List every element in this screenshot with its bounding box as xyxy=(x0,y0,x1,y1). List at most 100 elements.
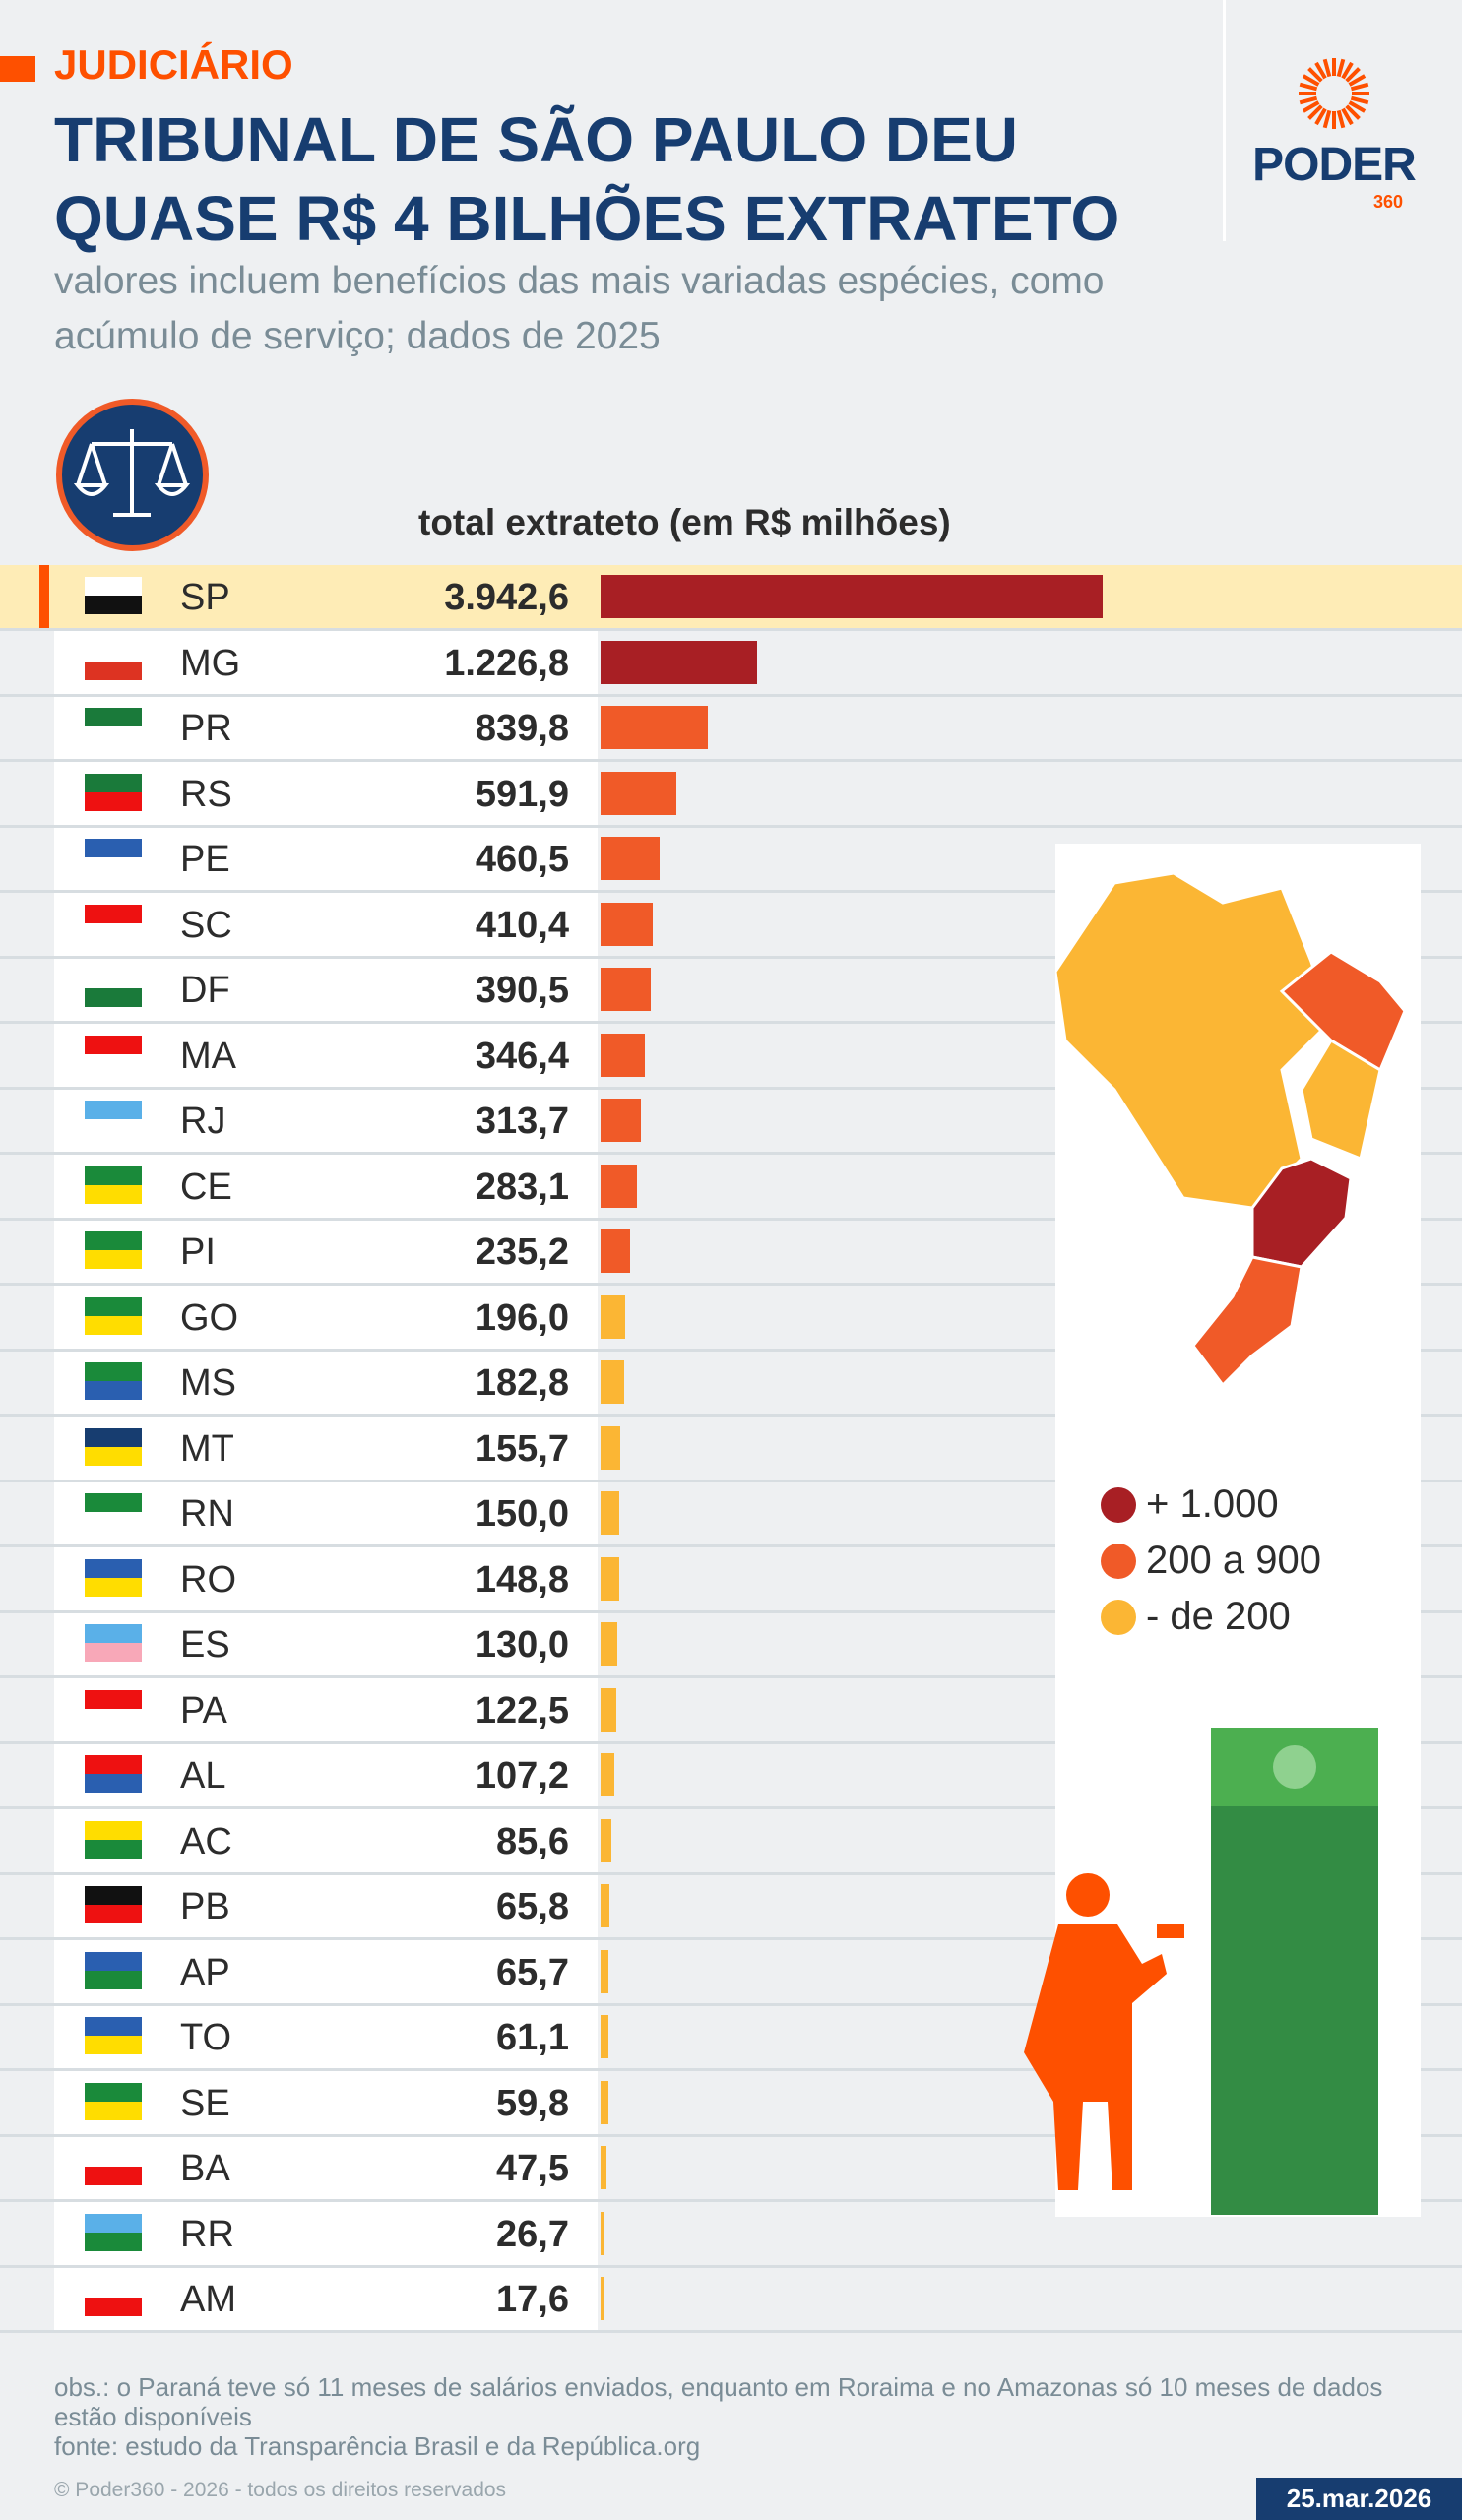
flag-icon xyxy=(85,773,142,811)
bar xyxy=(601,837,660,880)
table-row: AM 17,6 xyxy=(0,2267,1462,2333)
state-code: RJ xyxy=(180,1101,226,1142)
flag-icon xyxy=(85,577,142,614)
table-row: CE 283,1 xyxy=(0,1155,1462,1221)
state-code: RS xyxy=(180,773,232,815)
table-row: PB 65,8 xyxy=(0,1874,1462,1940)
bar xyxy=(601,1229,631,1273)
state-code: PE xyxy=(180,839,230,880)
data-label: 235,2 xyxy=(475,1231,569,1273)
footer-source: fonte: estudo da Transparência Brasil e … xyxy=(54,2431,701,2461)
data-label: 1.226,8 xyxy=(444,642,569,684)
flag-icon xyxy=(85,1624,142,1662)
flag-icon xyxy=(85,1231,142,1269)
bar xyxy=(601,706,708,749)
table-row: RN 150,0 xyxy=(0,1481,1462,1547)
section-tag: JUDICIÁRIO xyxy=(54,41,293,88)
table-row: ES 130,0 xyxy=(0,1612,1462,1678)
flag-icon xyxy=(85,839,142,876)
flag-icon xyxy=(85,1951,142,1989)
flag-icon xyxy=(85,1362,142,1400)
flag-icon xyxy=(85,642,142,680)
table-row: MA 346,4 xyxy=(0,1024,1462,1090)
subtitle: valores incluem benefícios das mais vari… xyxy=(54,260,1105,357)
table-row: RS 591,9 xyxy=(0,762,1462,828)
footer-obs: obs.: o Paraná teve só 11 meses de salár… xyxy=(54,2372,1383,2431)
flag-icon xyxy=(85,1820,142,1858)
flag-icon xyxy=(85,2213,142,2251)
bar xyxy=(601,2277,604,2320)
data-label: 313,7 xyxy=(475,1101,569,1142)
flag-icon xyxy=(85,1689,142,1728)
data-label: 107,2 xyxy=(475,1755,569,1796)
bar xyxy=(601,1949,609,1993)
data-label: 839,8 xyxy=(475,708,569,749)
bar xyxy=(601,1884,609,1927)
table-row: MS 182,8 xyxy=(0,1351,1462,1417)
state-code: DF xyxy=(180,970,230,1011)
bar xyxy=(601,1033,645,1077)
legend-dot xyxy=(1101,1486,1136,1523)
data-label: 390,5 xyxy=(475,970,569,1011)
table-row: MT 155,7 xyxy=(0,1417,1462,1482)
data-label: 47,5 xyxy=(496,2148,569,2189)
state-code: MS xyxy=(180,1362,236,1404)
judge-robe xyxy=(1024,1924,1167,2190)
scales-of-justice-icon xyxy=(56,399,209,551)
poder360-logo: PODER 360 xyxy=(1245,54,1423,213)
table-row: PR 839,8 xyxy=(0,696,1462,762)
data-label: 283,1 xyxy=(475,1166,569,1208)
flag-icon xyxy=(85,1558,142,1597)
table-row: GO 196,0 xyxy=(0,1286,1462,1352)
table-row: AP 65,7 xyxy=(0,1940,1462,2006)
flag-icon xyxy=(85,1101,142,1138)
logo-word: PODER xyxy=(1252,139,1417,191)
state-code: BA xyxy=(180,2148,230,2189)
legend-dot xyxy=(1101,1543,1136,1579)
legend-dot xyxy=(1101,1599,1136,1635)
map-region-mid-south xyxy=(1191,1255,1303,1388)
table-row: DF 390,5 xyxy=(0,958,1462,1024)
table-panel xyxy=(54,565,598,2333)
judge-and-money-illustration xyxy=(1024,1728,1378,2215)
table-row: BA 47,5 xyxy=(0,2136,1462,2202)
data-label: 65,7 xyxy=(496,1951,569,1993)
flag-icon xyxy=(85,1886,142,1923)
table-row: RJ 313,7 xyxy=(0,1089,1462,1155)
legend-label: 200 a 900 xyxy=(1146,1539,1321,1582)
table-row: PE 460,5 xyxy=(0,827,1462,893)
legend-label: + 1.000 xyxy=(1146,1482,1279,1526)
flag-icon xyxy=(85,1035,142,1073)
legend-item: 200 a 900 xyxy=(1101,1539,1321,1583)
bar xyxy=(601,968,651,1011)
state-code: AL xyxy=(180,1755,226,1796)
data-label: 3.942,6 xyxy=(444,577,569,618)
flag-icon xyxy=(85,2279,142,2316)
data-label: 122,5 xyxy=(475,1689,569,1732)
table-row: MG 1.226,8 xyxy=(0,631,1462,697)
data-label: 65,8 xyxy=(496,1886,569,1927)
brazil-map xyxy=(1053,871,1407,1388)
data-label: 130,0 xyxy=(475,1624,569,1666)
page-title: TRIBUNAL DE SÃO PAULO DEU QUASE R$ 4 BIL… xyxy=(54,104,1120,254)
logo-number: 360 xyxy=(1372,192,1403,212)
data-label: 85,6 xyxy=(496,1820,569,1862)
data-label: 155,7 xyxy=(475,1427,569,1470)
flag-icon xyxy=(85,2082,142,2120)
bar xyxy=(601,2146,607,2189)
flag-icon xyxy=(85,1166,142,1204)
table-row: PA 122,5 xyxy=(0,1678,1462,1744)
table-row: AC 85,6 xyxy=(0,1809,1462,1875)
data-label: 148,8 xyxy=(475,1558,569,1601)
bar xyxy=(601,1818,612,1862)
bar xyxy=(601,1099,641,1142)
bar xyxy=(601,640,757,684)
state-code: SP xyxy=(180,577,230,618)
divider xyxy=(1223,0,1226,241)
table-row: SC 410,4 xyxy=(0,893,1462,959)
judge-head xyxy=(1066,1873,1110,1917)
legend-label: - de 200 xyxy=(1146,1595,1291,1638)
data-label: 591,9 xyxy=(475,773,569,815)
state-code: RR xyxy=(180,2213,234,2255)
money-stack xyxy=(1211,1728,1378,2215)
